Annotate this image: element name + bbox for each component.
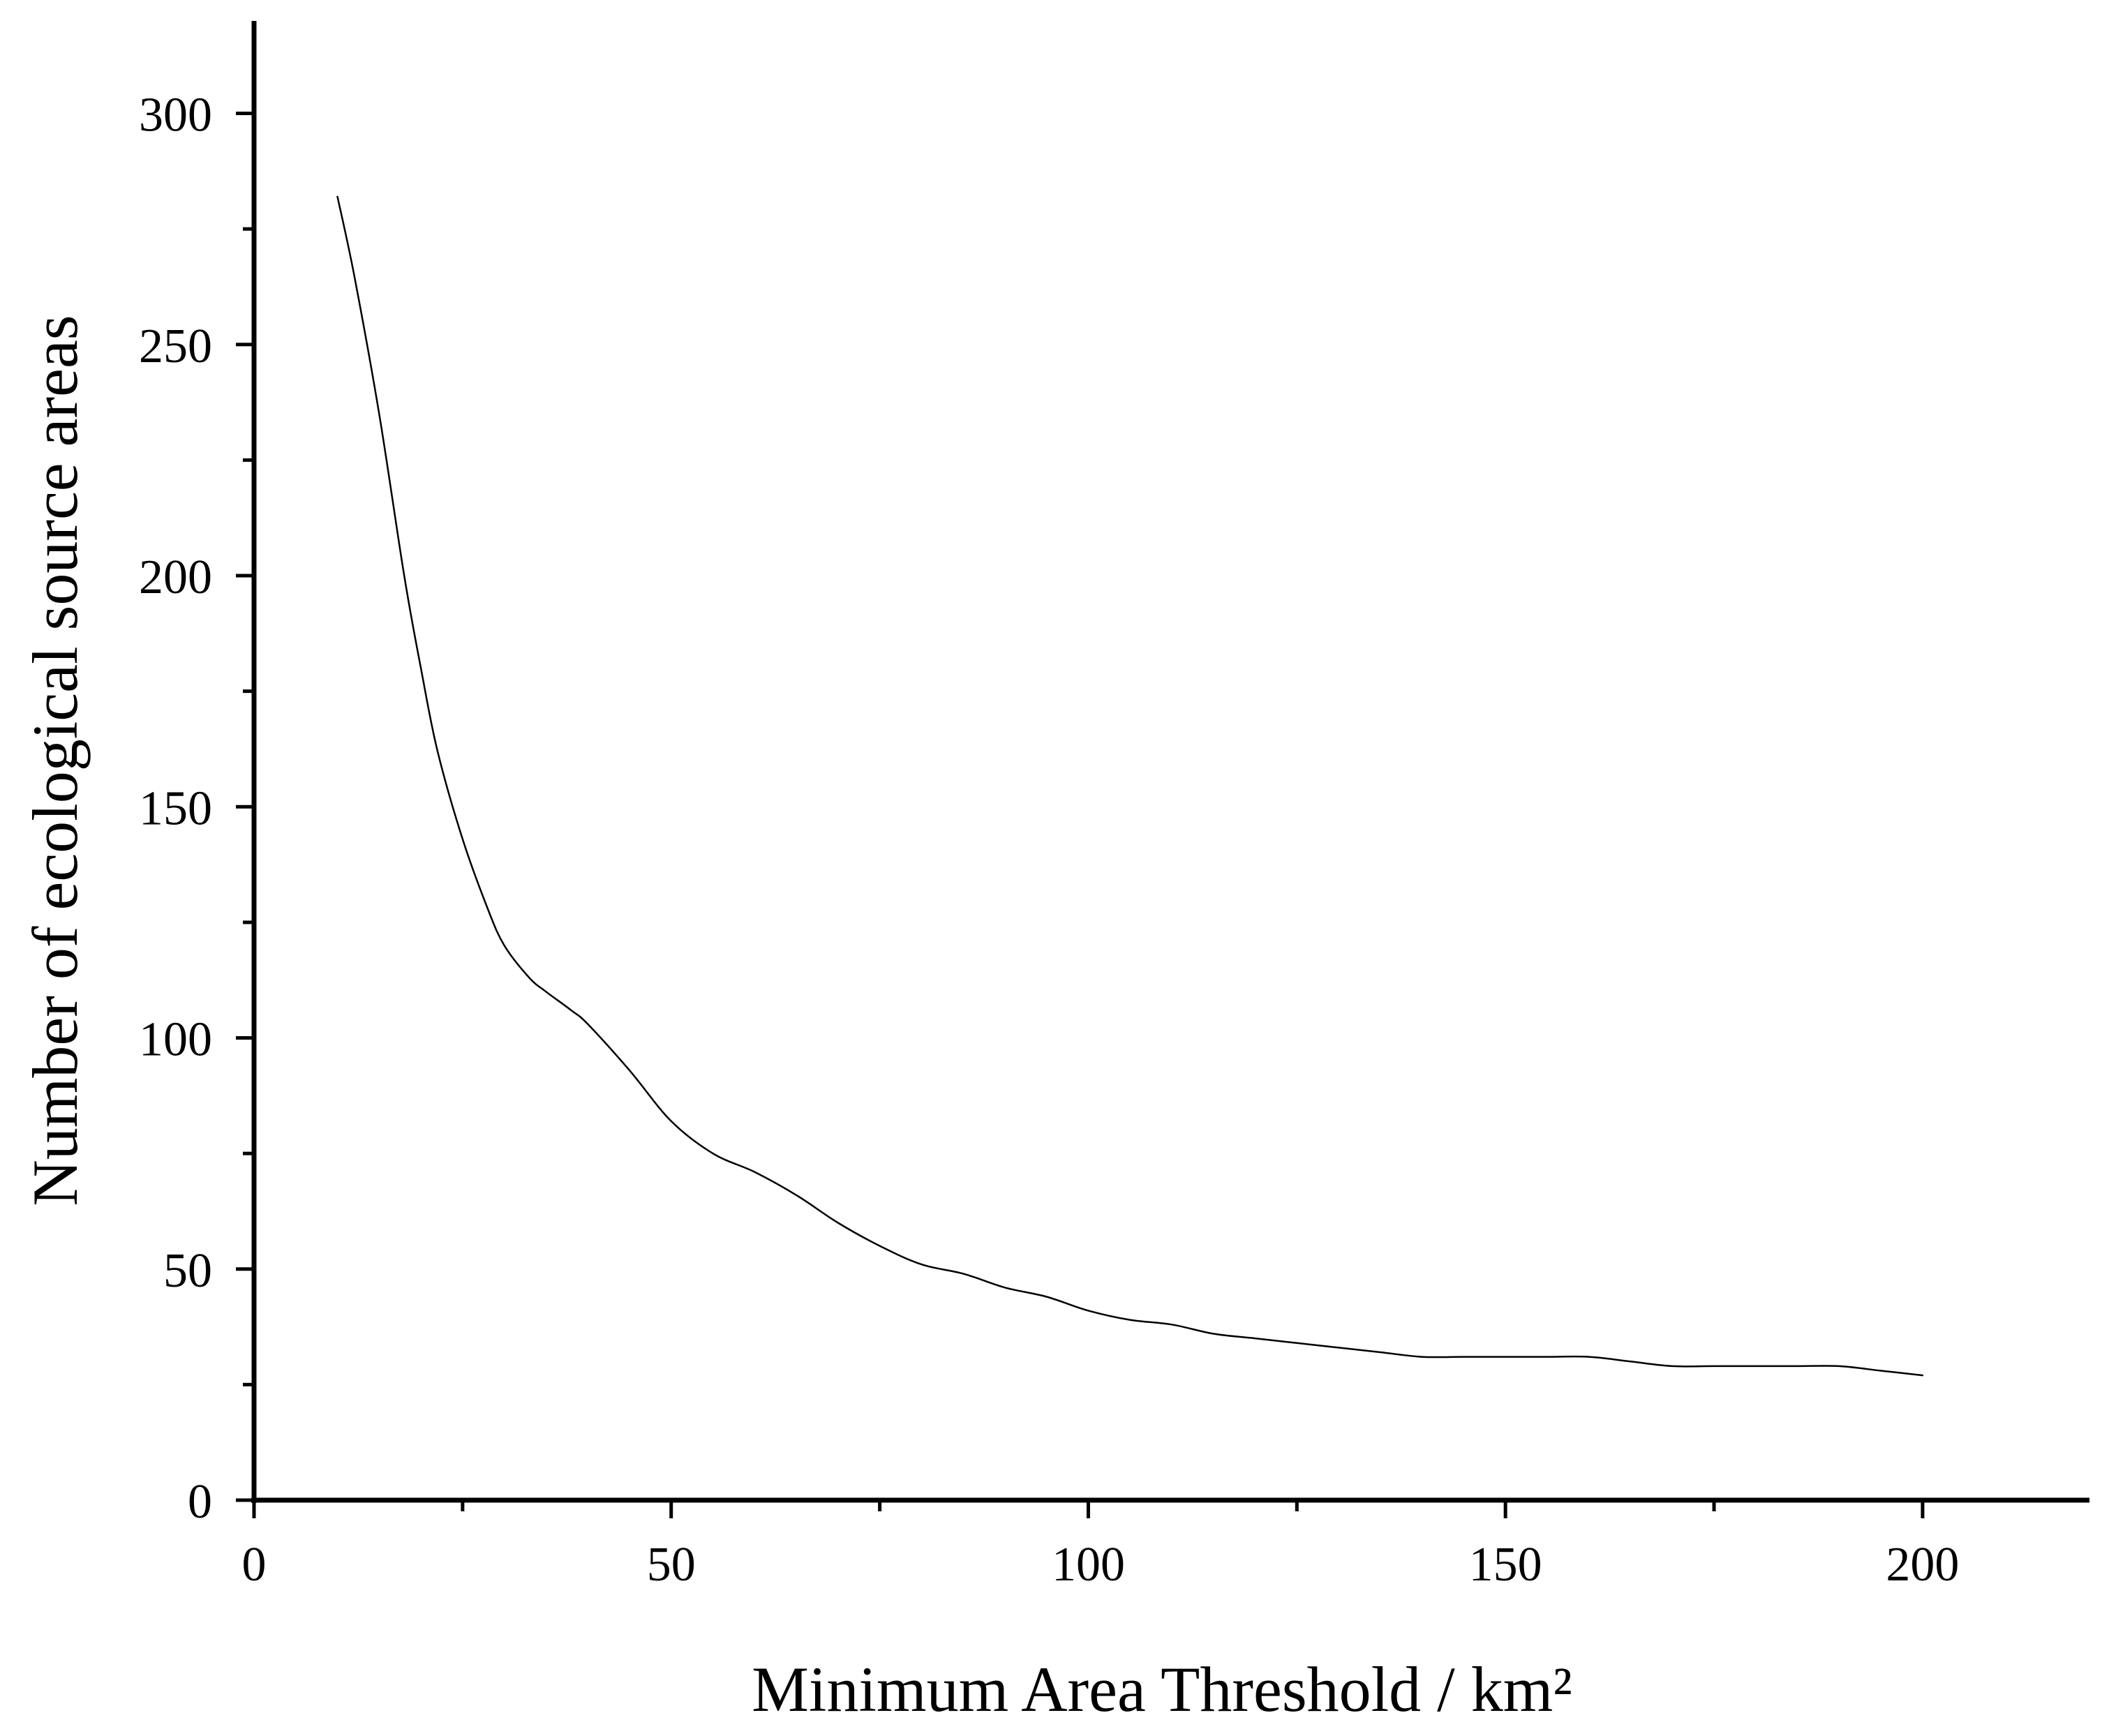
x-tick-label: 100 <box>1052 1538 1125 1592</box>
series-layer <box>336 195 1924 1377</box>
y-axis-ticks: 0 50 100 150 200 250 300 <box>139 89 254 1529</box>
y-tick-label: 0 <box>188 1475 212 1529</box>
y-tick-label: 150 <box>139 781 212 835</box>
y-tick-label: 250 <box>139 320 212 373</box>
x-tick-label: 0 <box>242 1538 267 1592</box>
y-tick-label: 50 <box>163 1244 212 1298</box>
x-tick-label: 50 <box>647 1538 696 1592</box>
x-tick-label: 200 <box>1886 1538 1959 1592</box>
y-tick-label: 200 <box>139 551 212 604</box>
series-line-0 <box>336 195 1924 1377</box>
y-axis-title: Number of ecological source areas <box>20 315 91 1206</box>
y-tick-label: 100 <box>139 1013 212 1067</box>
x-axis-title: Minimum Area Threshold / km² <box>752 1654 1572 1725</box>
y-tick-label: 300 <box>139 89 212 142</box>
x-tick-label: 150 <box>1469 1538 1542 1592</box>
x-axis-ticks: 0 50 100 150 200 <box>242 1500 1959 1592</box>
